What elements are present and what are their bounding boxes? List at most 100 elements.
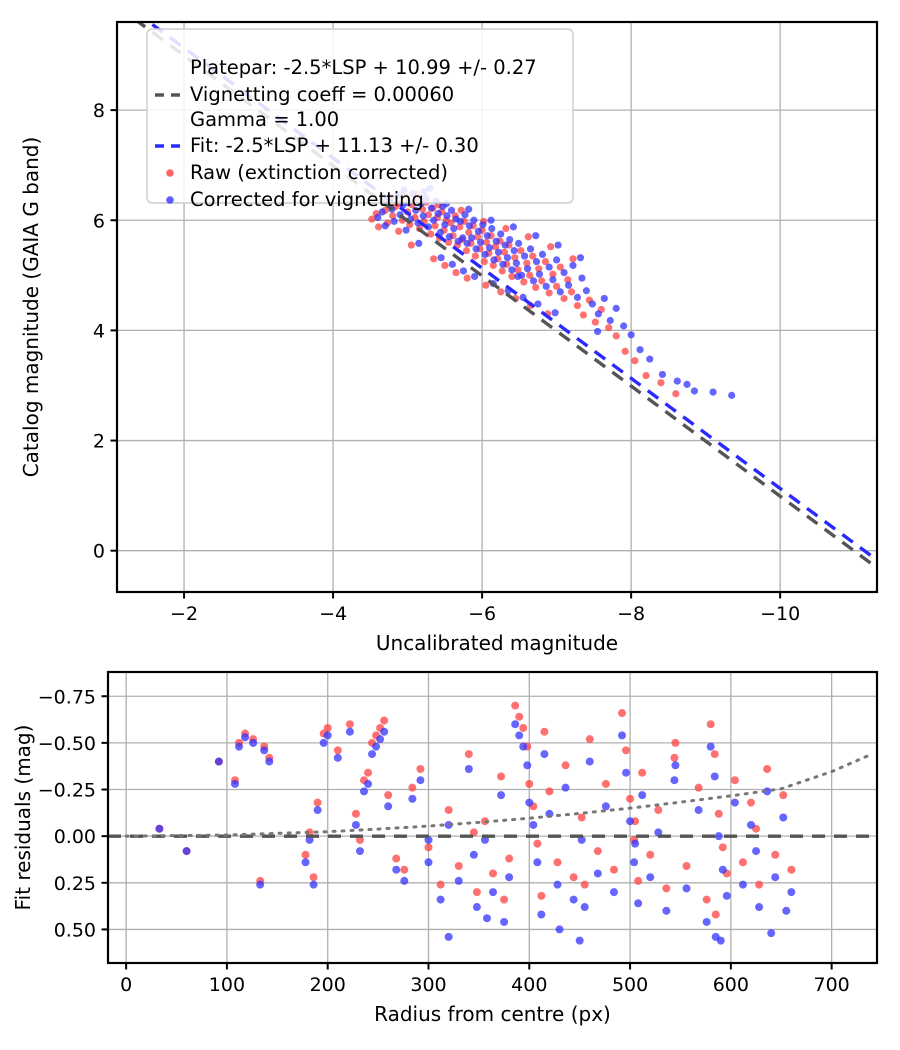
data-point: [381, 222, 389, 230]
data-point: [514, 266, 522, 274]
axes-frame-residuals: [106, 670, 879, 965]
data-point: [395, 227, 403, 235]
data-point: [779, 791, 788, 800]
data-point: [569, 873, 578, 882]
data-point: [305, 835, 314, 844]
data-point: [416, 776, 425, 785]
data-point: [722, 891, 731, 900]
data-point: [471, 252, 479, 260]
data-point: [532, 232, 540, 240]
legend-label: Raw (extinction corrected): [190, 161, 448, 184]
data-point: [771, 873, 780, 882]
data-point: [508, 266, 516, 274]
data-point: [407, 241, 415, 249]
data-point: [389, 212, 397, 220]
data-point: [553, 880, 562, 889]
legend-entry[interactable]: Corrected for vignetting: [166, 188, 424, 211]
data-point: [511, 701, 520, 710]
data-point: [694, 806, 703, 815]
legend-entry[interactable]: Gamma = 1.00: [190, 108, 339, 131]
data-point: [319, 738, 328, 747]
data-point: [601, 802, 610, 811]
data-point: [313, 798, 322, 807]
data-point: [728, 391, 736, 399]
data-point: [560, 268, 568, 277]
xtick-label: 200: [310, 974, 346, 996]
data-point: [634, 876, 643, 885]
legend-entry[interactable]: Platepar: -2.5*LSP + 10.99 +/- 0.27: [190, 56, 537, 79]
yaxis-label-photometry: Catalog magnitude (GAIA G band): [19, 137, 43, 478]
data-point: [575, 936, 584, 945]
data-point: [313, 806, 322, 815]
data-point: [491, 243, 500, 251]
data-point: [763, 787, 772, 796]
legend-label: Vignetting coeff = 0.00060: [190, 83, 454, 106]
data-point: [702, 895, 711, 904]
data-point: [730, 798, 739, 807]
data-point: [523, 265, 532, 273]
data-point: [497, 288, 505, 296]
xtick-label: 400: [511, 974, 547, 996]
data-point: [419, 212, 427, 220]
xtick-label: 500: [612, 974, 648, 996]
data-point: [620, 322, 628, 330]
data-point: [464, 750, 473, 759]
data-point: [523, 259, 531, 267]
data-point: [309, 880, 318, 889]
xaxis-label-residuals: Radius from centre (px): [374, 1002, 611, 1026]
data-point: [646, 873, 655, 882]
legend-entry[interactable]: Raw (extinction corrected): [166, 161, 448, 184]
data-point: [323, 723, 332, 732]
data-point: [463, 239, 471, 247]
data-point: [427, 204, 436, 212]
legend-dot-red-icon: [166, 169, 174, 177]
data-point: [671, 738, 680, 747]
data-point: [368, 215, 376, 223]
data-point: [567, 288, 576, 296]
data-point: [561, 761, 570, 770]
data-point: [553, 256, 561, 264]
data-point: [472, 888, 481, 897]
data-point: [714, 809, 723, 818]
data-point: [547, 243, 555, 251]
xtick-label: 600: [713, 974, 749, 996]
data-point: [512, 259, 520, 267]
data-point: [682, 862, 691, 870]
data-point: [441, 221, 449, 229]
data-point: [601, 779, 610, 788]
xtick-label: 100: [209, 974, 245, 996]
data-point: [593, 847, 602, 856]
data-point: [631, 357, 639, 365]
data-point: [537, 891, 546, 900]
legend-entry[interactable]: Vignetting coeff = 0.00060: [155, 83, 454, 106]
data-point: [714, 832, 723, 841]
data-point: [374, 213, 382, 222]
data-point: [533, 858, 542, 867]
data-point: [472, 903, 481, 912]
data-point: [710, 772, 719, 781]
data-point: [609, 865, 618, 874]
data-point: [646, 850, 655, 859]
data-point: [627, 331, 635, 339]
data-point: [499, 260, 507, 268]
legend-entry[interactable]: Fit: -2.5*LSP + 11.13 +/- 0.30: [155, 134, 479, 157]
data-point: [636, 346, 644, 354]
xtick-label: 0: [120, 974, 132, 996]
data-point: [415, 239, 423, 247]
data-point: [673, 377, 681, 385]
data-point: [374, 223, 383, 231]
data-point: [485, 244, 494, 252]
ytick-label: 0.50: [54, 919, 96, 941]
data-point: [526, 245, 535, 253]
data-point: [541, 257, 550, 266]
data-point: [569, 261, 577, 270]
data-point: [523, 761, 532, 770]
data-point: [519, 742, 528, 751]
data-point: [738, 858, 747, 867]
data-point: [554, 241, 562, 249]
data-point: [542, 282, 550, 290]
data-point: [580, 880, 589, 889]
data-point: [654, 828, 663, 837]
data-point: [437, 254, 445, 262]
data-point: [487, 216, 495, 224]
